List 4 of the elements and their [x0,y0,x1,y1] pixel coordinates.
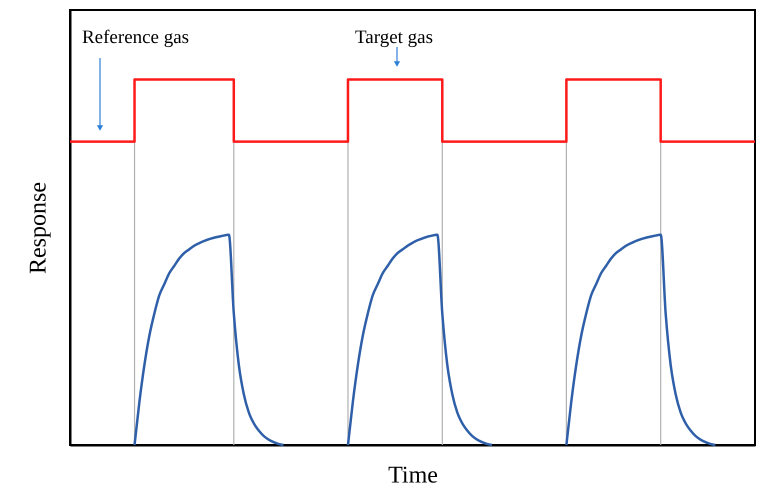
text: Reference gas [82,27,190,48]
text: Target gas [355,27,433,48]
x-axis-title: Time [388,462,438,488]
y-axis-title: Response [26,182,52,274]
